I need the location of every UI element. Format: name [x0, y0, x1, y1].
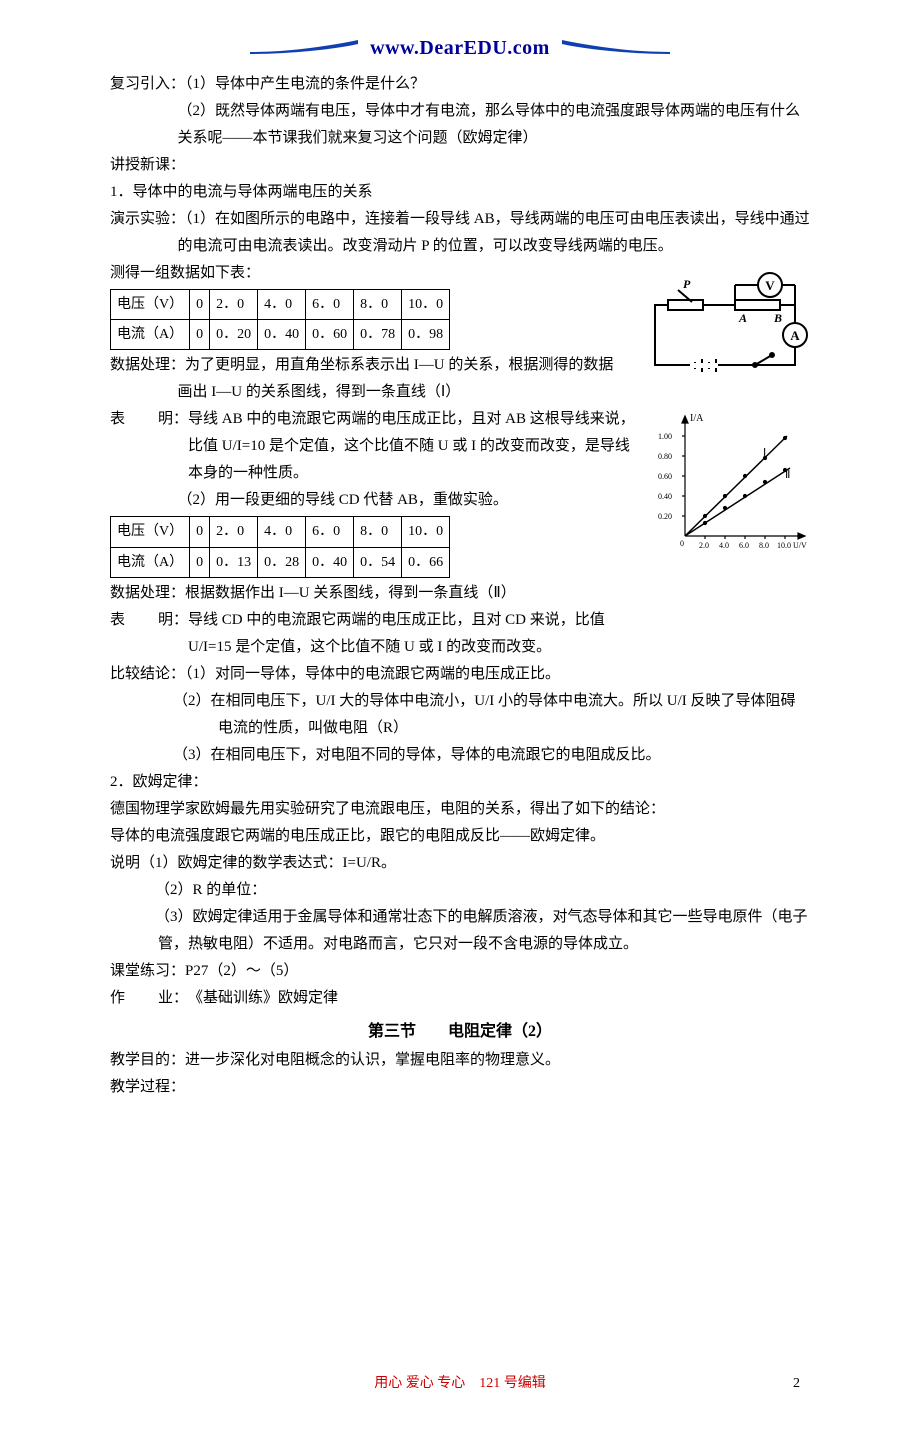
- table-row: 电压（V） 0 2．0 4．0 6．0 8．0 10．0: [111, 290, 450, 320]
- label-text: 作: [110, 990, 125, 1006]
- cell: 电压（V）: [111, 517, 190, 547]
- swoosh-left-icon: [250, 38, 360, 58]
- page-footer: 用心 爱心 专心 121 号编辑 2: [0, 1371, 920, 1436]
- cell: 10．0: [402, 517, 450, 547]
- data-processing-1: 数据处理：为了更明显，用直角坐标系表示出 I—U 的关系，根据测得的数据画出 I…: [110, 352, 620, 406]
- experiment-2: （2）用一段更细的导线 CD 代替 AB，重做实验。: [110, 487, 635, 514]
- cell: 6．0: [306, 517, 354, 547]
- svg-text:0.80: 0.80: [658, 452, 672, 461]
- cell: 0．54: [354, 547, 402, 577]
- svg-text:U/V: U/V: [793, 541, 807, 550]
- label-text: 明：: [158, 612, 188, 628]
- teach-new: 讲授新课：: [110, 152, 810, 179]
- svg-text:1.00: 1.00: [658, 432, 672, 441]
- conclusion-1: 比较结论：（1）对同一导体，导体中的电流跟它两端的电压成正比。: [110, 661, 810, 688]
- cell: 0: [190, 547, 210, 577]
- label-text: 明：: [158, 411, 188, 427]
- homework-text: 《基础训练》欧姆定律: [188, 985, 338, 1012]
- explanation-2: 表 明： 导线 CD 中的电流跟它两端的电压成正比，且对 CD 来说，比值 U/I…: [110, 607, 635, 661]
- explanation-1: 表 明： 导线 AB 中的电流跟它两端的电压成正比，且对 AB 这根导线来说，比值…: [110, 406, 635, 487]
- footer-text: 用心 爱心 专心 121 号编辑: [374, 1376, 546, 1391]
- section-3-title: 第三节 电阻定律（2）: [110, 1018, 810, 1047]
- svg-text:0.60: 0.60: [658, 472, 672, 481]
- svg-text:10.0: 10.0: [777, 541, 791, 550]
- label-text: 业：: [158, 990, 188, 1006]
- data-processing-2: 数据处理：根据数据作出 I—U 关系图线，得到一条直线（Ⅱ）: [110, 580, 635, 607]
- svg-text:V: V: [765, 278, 775, 293]
- header-banner: www.DearEDU.com: [0, 0, 920, 71]
- cell: 0: [190, 320, 210, 350]
- cell: 0: [190, 517, 210, 547]
- review-intro-2: （2）既然导体两端有电压，导体中才有电流，那么导体中的电流强度跟导体两端的电压有…: [110, 98, 810, 152]
- table1-intro: 测得一组数据如下表：: [110, 260, 620, 287]
- cell: 电流（A）: [111, 320, 190, 350]
- svg-text:4.0: 4.0: [719, 541, 729, 550]
- cell: 0．40: [258, 320, 306, 350]
- data-table-1: 电压（V） 0 2．0 4．0 6．0 8．0 10．0 电流（A） 0 0．2…: [110, 289, 450, 350]
- ohm-history: 德国物理学家欧姆最先用实验研究了电流跟电压，电阻的关系，得出了如下的结论：: [110, 796, 810, 823]
- cell: 4．0: [258, 290, 306, 320]
- cell: 10．0: [402, 290, 450, 320]
- note-1: 说明（1）欧姆定律的数学表达式：I=U/R。: [110, 850, 810, 877]
- cell: 0．40: [306, 547, 354, 577]
- page-number: 2: [793, 1371, 800, 1396]
- cell: 电压（V）: [111, 290, 190, 320]
- svg-text:0.40: 0.40: [658, 492, 672, 501]
- table-row: 电流（A） 0 0．20 0．40 0．60 0．78 0．98: [111, 320, 450, 350]
- cell: 0．66: [402, 547, 450, 577]
- table-row: 电流（A） 0 0．13 0．28 0．40 0．54 0．66: [111, 547, 450, 577]
- svg-text:8.0: 8.0: [759, 541, 769, 550]
- note-2: （2）R 的单位：: [110, 877, 810, 904]
- document-content: 复习引入：（1）导体中产生电流的条件是什么？ （2）既然导体两端有电压，导体中才…: [0, 71, 920, 1141]
- label-text: 表: [110, 612, 125, 628]
- teach-process: 教学过程：: [110, 1074, 810, 1101]
- section-1-title: 1．导体中的电流与导体两端电压的关系: [110, 179, 810, 206]
- cell: 2．0: [210, 517, 258, 547]
- explanation-1-text: 导线 AB 中的电流跟它两端的电压成正比，且对 AB 这根导线来说，比值 U/I…: [188, 406, 635, 487]
- svg-text:I/A: I/A: [690, 413, 704, 424]
- cell: 0．20: [210, 320, 258, 350]
- note-3: （3）欧姆定律适用于金属导体和通常壮态下的电解质溶液，对气态导体和其它一些导电原…: [110, 904, 810, 958]
- conclusion-3: （3）在相同电压下，对电阻不同的导体，导体的电流跟它的电阻成反比。: [110, 742, 810, 769]
- cell: 0．13: [210, 547, 258, 577]
- cell: 6．0: [306, 290, 354, 320]
- conclusion-2: （2）在相同电压下，U/I 大的导体中电流小，U/I 小的导体中电流大。所以 U…: [110, 688, 810, 742]
- explanation-2-text: 导线 CD 中的电流跟它两端的电压成正比，且对 CD 来说，比值 U/I=15 …: [188, 607, 635, 661]
- svg-text:P: P: [683, 277, 691, 291]
- teach-objective: 教学目的：进一步深化对电阻概念的认识，掌握电阻率的物理意义。: [110, 1047, 810, 1074]
- table-row: 电压（V） 0 2．0 4．0 6．0 8．0 10．0: [111, 517, 450, 547]
- svg-text:A: A: [738, 311, 747, 325]
- label-text: 表: [110, 411, 125, 427]
- svg-text:6.0: 6.0: [739, 541, 749, 550]
- cell: 0: [190, 290, 210, 320]
- cell: 2．0: [210, 290, 258, 320]
- cell: 0．28: [258, 547, 306, 577]
- section-2-title: 2．欧姆定律：: [110, 769, 810, 796]
- cell: 电流（A）: [111, 547, 190, 577]
- cell: 8．0: [354, 290, 402, 320]
- swoosh-right-icon: [560, 38, 670, 58]
- class-exercise: 课堂练习：P27（2）～（5）: [110, 958, 810, 985]
- svg-text:B: B: [773, 311, 782, 325]
- homework: 作 业： 《基础训练》欧姆定律: [110, 985, 810, 1012]
- cell: 0．60: [306, 320, 354, 350]
- review-intro-1: 复习引入：（1）导体中产生电流的条件是什么？: [110, 71, 810, 98]
- cell: 8．0: [354, 517, 402, 547]
- cell: 0．78: [354, 320, 402, 350]
- site-url: www.DearEDU.com: [370, 30, 550, 66]
- experiment-desc: 演示实验：（1）在如图所示的电路中，连接着一段导线 AB，导线两端的电压可由电压…: [110, 206, 810, 260]
- cell: 0．98: [402, 320, 450, 350]
- circuit-diagram: V P A B A: [640, 270, 810, 395]
- svg-text:2.0: 2.0: [699, 541, 709, 550]
- cell: 4．0: [258, 517, 306, 547]
- svg-text:0: 0: [680, 539, 684, 548]
- iu-graph: I/A 1.00 0.80 0.60 0.40 0.20 2.0 4.0 6.0…: [655, 406, 810, 556]
- data-table-2: 电压（V） 0 2．0 4．0 6．0 8．0 10．0 电流（A） 0 0．1…: [110, 516, 450, 577]
- svg-text:A: A: [790, 328, 800, 343]
- svg-text:0.20: 0.20: [658, 512, 672, 521]
- ohm-statement: 导体的电流强度跟它两端的电压成正比，跟它的电阻成反比——欧姆定律。: [110, 823, 810, 850]
